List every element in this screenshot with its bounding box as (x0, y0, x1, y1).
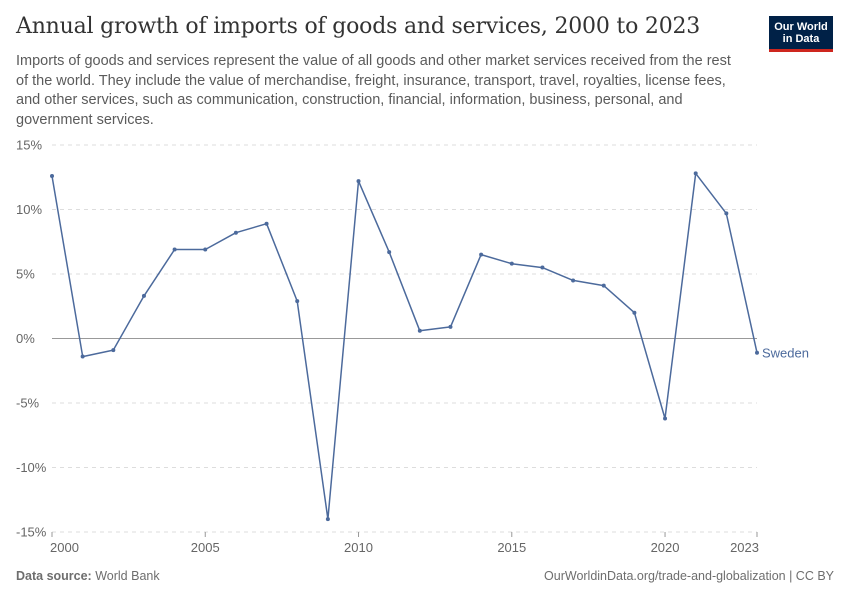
y-tick-label: 5% (16, 267, 35, 282)
data-point (601, 283, 606, 288)
data-point (111, 348, 116, 353)
data-point (479, 252, 484, 257)
series-line-sweden (51, 172, 758, 520)
x-tick-label: 2010 (344, 540, 373, 555)
chart-title: Annual growth of imports of goods and se… (16, 14, 701, 39)
data-point (663, 416, 668, 421)
logo-line-2: in Data (782, 33, 820, 45)
y-tick-label: -10% (16, 460, 47, 475)
data-point (233, 230, 238, 235)
data-point (203, 247, 208, 252)
data-point (571, 278, 576, 283)
series-label-sweden: Sweden (762, 346, 809, 361)
chart-subtitle: Imports of goods and services represent … (16, 53, 731, 128)
data-point (448, 324, 453, 329)
data-point (50, 173, 54, 178)
y-tick-label: 15% (16, 138, 42, 153)
data-point (264, 221, 269, 226)
data-point (755, 350, 759, 355)
data-point (632, 310, 637, 315)
data-source-value[interactable]: World Bank (95, 569, 160, 583)
data-point (80, 354, 85, 359)
x-tick-label: 2000 (50, 540, 79, 555)
y-tick-label: 0% (16, 331, 35, 346)
data-point (540, 265, 545, 270)
data-point (295, 299, 300, 304)
data-point (356, 179, 361, 184)
owid-logo[interactable]: Our World in Data (769, 16, 833, 52)
y-tick-label: 10% (16, 202, 42, 217)
data-point (724, 211, 729, 216)
data-point (417, 328, 422, 333)
data-point (325, 517, 330, 522)
y-tick-label: -5% (16, 396, 40, 411)
x-tick-label: 2015 (497, 540, 526, 555)
x-tick-label: 2023 (730, 540, 759, 555)
x-tick-label: 2020 (651, 540, 680, 555)
data-point (509, 261, 514, 266)
x-tick-label: 2005 (191, 540, 220, 555)
logo-line-1: Our World (774, 21, 828, 33)
data-point (387, 250, 392, 255)
y-tick-label: -15% (16, 525, 47, 540)
data-point (172, 247, 177, 252)
footer-url[interactable]: OurWorldinData.org/trade-and-globalizati… (544, 569, 834, 583)
data-source: Data source: World Bank (16, 569, 160, 583)
data-point (693, 171, 698, 176)
data-source-label: Data source: (16, 569, 92, 583)
data-point (141, 293, 146, 298)
